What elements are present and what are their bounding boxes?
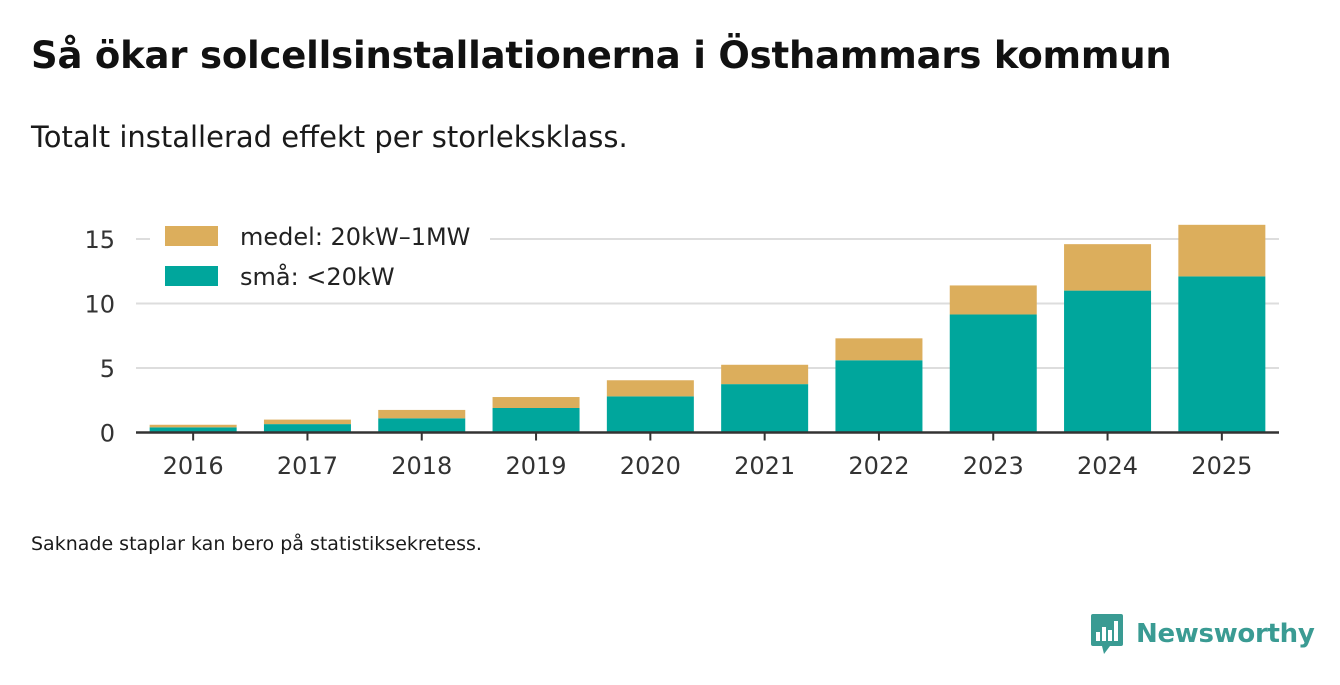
x-tick-label: 2022 — [848, 452, 909, 480]
bar-segment-small-2023 — [949, 314, 1037, 433]
y-tick-label: 5 — [100, 355, 115, 383]
bar-segment-small-2016 — [149, 427, 237, 433]
bar-segment-medium-2021 — [721, 364, 809, 385]
bar-segment-medium-2016 — [149, 424, 237, 428]
x-tick-label: 2020 — [620, 452, 681, 480]
x-tick-label: 2019 — [506, 452, 567, 480]
x-tick-label: 2018 — [391, 452, 452, 480]
bar-segment-small-2025 — [1178, 276, 1266, 433]
x-tick-label: 2025 — [1191, 452, 1252, 480]
bar-segment-medium-2017 — [263, 419, 351, 425]
bar-segment-small-2017 — [263, 424, 351, 433]
y-tick-label: 0 — [100, 420, 115, 448]
x-tick-label: 2024 — [1077, 452, 1138, 480]
bar-segment-medium-2019 — [492, 397, 580, 408]
stacked-bar-chart: 0 5 10 15 2016 2017 2018 2019 2020 2021 2022 2023 20… — [84, 223, 1279, 480]
x-tick-label: 2021 — [734, 452, 795, 480]
bar-segment-small-2020 — [606, 396, 694, 433]
legend-label: små: <20kW — [240, 262, 395, 291]
bar-segment-small-2019 — [492, 407, 580, 433]
x-tick-label: 2023 — [963, 452, 1024, 480]
bar-segment-medium-2023 — [949, 285, 1037, 315]
bar-segment-small-2022 — [835, 360, 923, 433]
chart-title: Så ökar solcellsinstallationerna i Östha… — [31, 34, 1172, 77]
x-tick-label: 2017 — [277, 452, 338, 480]
footnote: Saknade staplar kan bero på statistiksek… — [31, 533, 482, 555]
y-tick-label: 10 — [84, 291, 115, 319]
newsworthy-brand[interactable]: Newsworthy — [1090, 612, 1315, 656]
brand-name: Newsworthy — [1136, 619, 1315, 649]
bar-segment-medium-2022 — [835, 338, 923, 361]
bar-segment-small-2021 — [721, 384, 809, 433]
y-tick-label: 15 — [84, 226, 115, 254]
bar-segment-medium-2018 — [378, 409, 466, 419]
legend-label: medel: 20kW–1MW — [240, 223, 470, 251]
bar-segment-small-2024 — [1064, 290, 1152, 433]
bar-segment-medium-2020 — [606, 380, 694, 397]
x-tick-label: 2016 — [163, 452, 224, 480]
chart-subtitle: Totalt installerad effekt per storlekskl… — [31, 120, 628, 154]
bar-segment-medium-2024 — [1064, 244, 1152, 291]
bar-segment-small-2018 — [378, 418, 466, 433]
bar-segment-medium-2025 — [1178, 224, 1266, 277]
bar-chart-speech-bubble-icon — [1091, 614, 1123, 654]
legend-swatch — [165, 266, 218, 286]
legend-swatch — [165, 226, 218, 246]
